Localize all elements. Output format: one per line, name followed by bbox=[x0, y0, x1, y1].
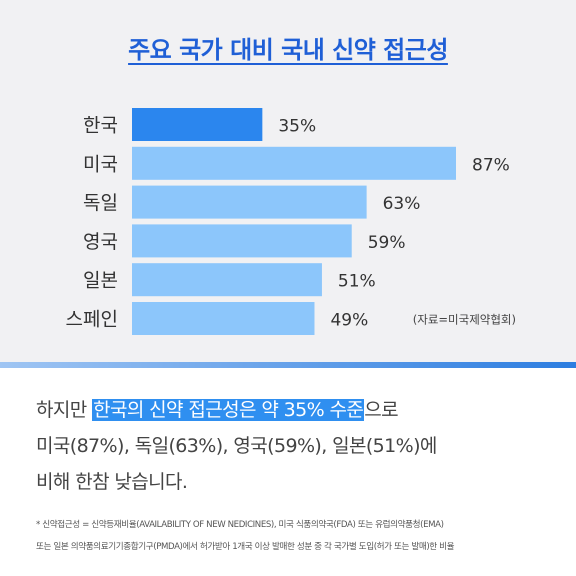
category-label: 스페인 bbox=[66, 309, 118, 331]
value-label: 51% bbox=[338, 272, 376, 292]
summary-line-2: 미국(87%), 독일(63%), 영국(59%), 일본(51%)에 bbox=[36, 435, 437, 457]
value-label: 59% bbox=[368, 233, 406, 253]
value-label: 35% bbox=[278, 117, 316, 137]
category-label: 미국 bbox=[83, 153, 118, 175]
footnote-line-1: * 신약접근성 = 신약등재비율(AVAILABILITY OF NEW NED… bbox=[36, 520, 444, 530]
summary-part-1: 하지만 bbox=[36, 399, 93, 421]
value-label: 63% bbox=[383, 194, 421, 214]
category-label: 일본 bbox=[83, 270, 118, 292]
divider-strip bbox=[0, 362, 576, 368]
chart-title: 주요 국가 대비 국내 신약 접근성 bbox=[128, 36, 448, 64]
summary-line-1: 하지만 한국의 신약 접근성은 약 35% 수준으로 bbox=[36, 392, 556, 428]
bar bbox=[132, 302, 315, 335]
value-label: 87% bbox=[472, 155, 510, 175]
bar bbox=[132, 224, 352, 258]
summary-text: 하지만 한국의 신약 접근성은 약 35% 수준으로 미국(87%), 독일(6… bbox=[36, 392, 556, 500]
chart-panel: 주요 국가 대비 국내 신약 접근성 한국 35% 미국 87% 독일 63% 영국 59% 일… bbox=[0, 0, 576, 362]
bar bbox=[132, 263, 322, 297]
value-label: 49% bbox=[330, 311, 368, 331]
summary-line-3: 비해 한참 낮습니다. bbox=[36, 471, 188, 493]
category-label: 영국 bbox=[83, 231, 118, 253]
bar bbox=[132, 108, 263, 141]
category-label: 독일 bbox=[83, 192, 118, 214]
footnote-line-2: 또는 일본 의약품의료기기종합기구(PMDA)에서 허가받아 1개국 이상 발매… bbox=[36, 542, 455, 552]
footnote: * 신약접근성 = 신약등재비율(AVAILABILITY OF NEW NED… bbox=[36, 514, 556, 558]
summary-highlight: 한국의 신약 접근성은 약 35% 수준 bbox=[92, 399, 365, 421]
bar bbox=[132, 185, 367, 219]
bar bbox=[132, 146, 456, 180]
category-label: 한국 bbox=[83, 115, 118, 137]
source-note: (자료=미국제약협회) bbox=[413, 313, 516, 327]
bar-chart: 한국 35% 미국 87% 독일 63% 영국 59% 일본 51% 스페인 49% (자료=미국제약협… bbox=[66, 108, 516, 335]
summary-part-2: 으로 bbox=[364, 399, 399, 421]
